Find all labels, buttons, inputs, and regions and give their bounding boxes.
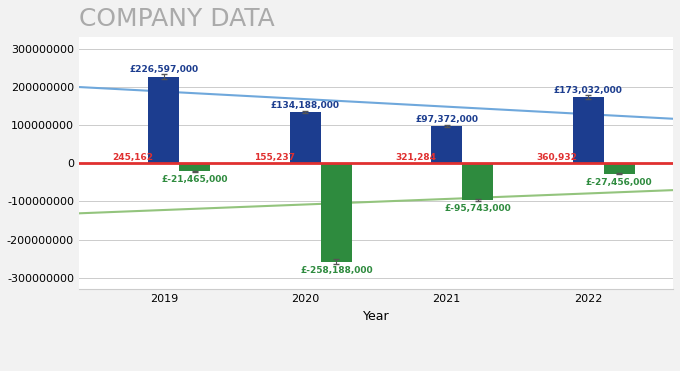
Text: £226,597,000: £226,597,000 [129,65,199,74]
Text: £-21,465,000: £-21,465,000 [162,175,228,184]
Text: £-258,188,000: £-258,188,000 [300,266,373,275]
Text: 245,162: 245,162 [112,153,153,162]
Text: £-95,743,000: £-95,743,000 [445,204,511,213]
Text: £97,372,000: £97,372,000 [415,115,478,124]
Bar [180,163,211,171]
Text: £134,188,000: £134,188,000 [271,101,340,109]
Bar [290,112,321,163]
Text: 321,284: 321,284 [395,153,436,162]
Bar [573,97,604,163]
Bar [148,76,180,163]
Text: 360,932: 360,932 [537,153,577,162]
Text: £173,032,000: £173,032,000 [554,86,623,95]
Bar [604,163,635,174]
Text: COMPANY DATA: COMPANY DATA [79,7,275,31]
Text: 155,237: 155,237 [254,153,294,162]
Bar [321,163,352,262]
X-axis label: Year: Year [362,310,390,323]
Bar [462,163,494,200]
Legend: KADOE Inquires, Company Turnover, Company Profit: KADOE Inquires, Company Turnover, Compan… [171,367,581,371]
Text: £-27,456,000: £-27,456,000 [586,178,653,187]
Bar [431,126,462,163]
